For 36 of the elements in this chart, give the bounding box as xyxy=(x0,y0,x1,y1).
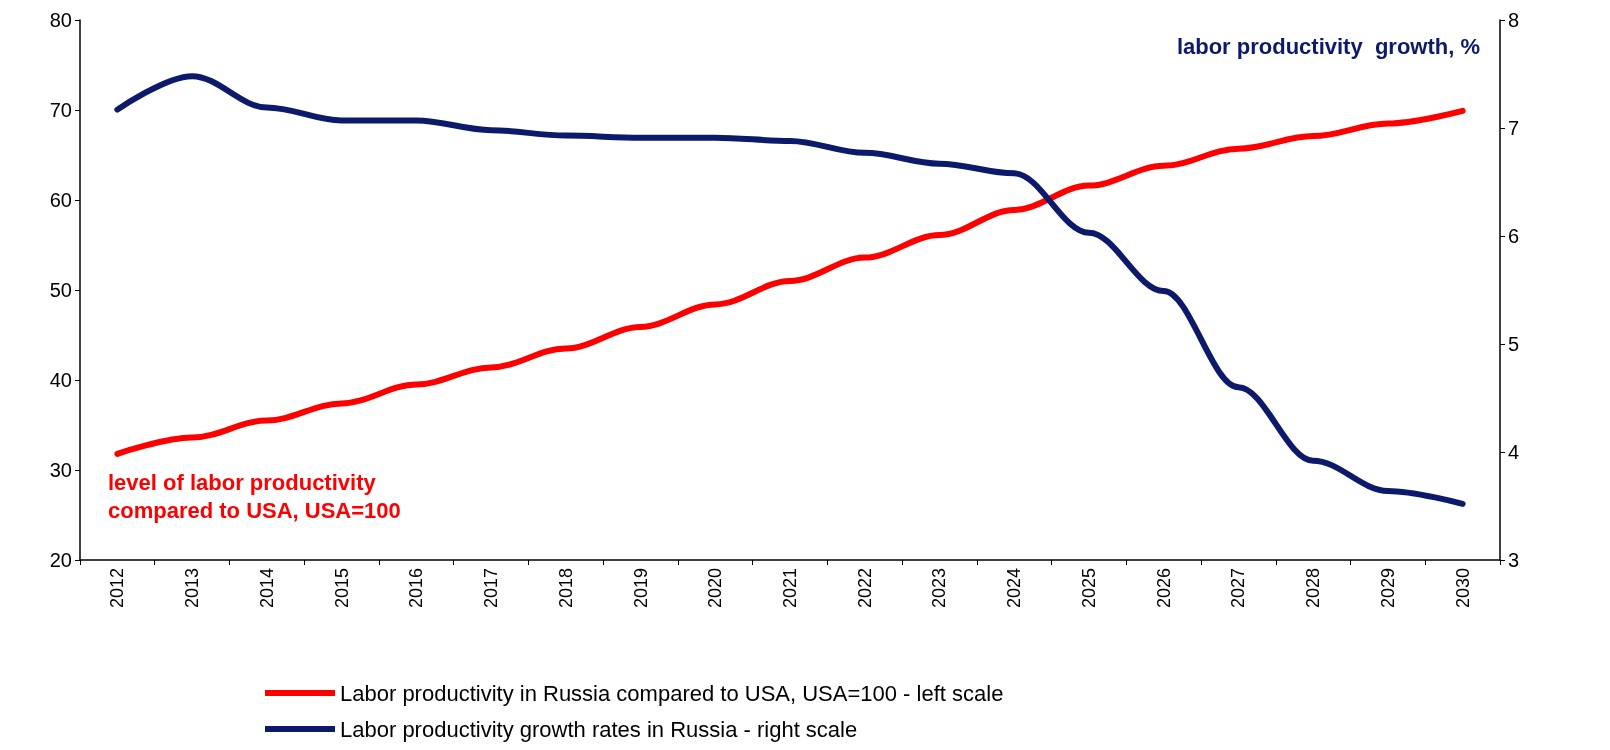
y-tick-label: 50 xyxy=(49,279,72,301)
y2-tick-label: 8 xyxy=(1508,9,1520,31)
y2-tick-label: 5 xyxy=(1508,333,1520,355)
x-tick-label: 2016 xyxy=(406,568,427,609)
legend-label: Labor productivity growth rates in Russia - right scale xyxy=(340,716,858,742)
y2-tick-label: 7 xyxy=(1508,117,1520,139)
x-tick-label: 2013 xyxy=(182,568,203,609)
x-tick-label: 2019 xyxy=(630,568,651,609)
y2-tick-label: 3 xyxy=(1508,549,1520,571)
y2-tick-label: 4 xyxy=(1508,441,1520,463)
x-tick-label: 2027 xyxy=(1228,568,1249,609)
x-tick-label: 2030 xyxy=(1452,568,1473,609)
y-tick-label: 70 xyxy=(49,99,72,121)
x-tick-label: 2025 xyxy=(1078,568,1099,609)
annotation: level of labor productivity compared to USA, USA=100 xyxy=(108,469,401,523)
x-tick-label: 2020 xyxy=(705,568,726,609)
x-tick-label: 2017 xyxy=(481,568,502,609)
x-tick-label: 2022 xyxy=(854,568,875,609)
y-tick-label: 30 xyxy=(49,459,72,481)
annotation: labor productivity growth, % xyxy=(1176,33,1480,59)
x-tick-label: 2028 xyxy=(1303,568,1324,609)
x-tick-label: 2021 xyxy=(780,568,800,609)
x-tick-label: 2015 xyxy=(331,568,352,609)
x-tick-label: 2014 xyxy=(256,568,277,609)
x-tick-label: 2023 xyxy=(929,568,950,609)
x-tick-label: 2024 xyxy=(1004,568,1025,609)
x-tick-label: 2012 xyxy=(107,568,128,609)
legend-label: Labor productivity in Russia compared to USA, USA=100 - left scale xyxy=(340,680,1004,706)
y2-tick-label: 6 xyxy=(1508,225,1520,247)
x-tick-label: 2018 xyxy=(555,568,576,609)
x-tick-label: 2029 xyxy=(1377,568,1398,609)
x-tick-label: 2026 xyxy=(1153,568,1174,609)
y-tick-label: 40 xyxy=(49,369,72,391)
y-tick-label: 60 xyxy=(49,189,72,211)
y-tick-label: 80 xyxy=(49,9,72,31)
y-tick-label: 20 xyxy=(49,549,72,571)
